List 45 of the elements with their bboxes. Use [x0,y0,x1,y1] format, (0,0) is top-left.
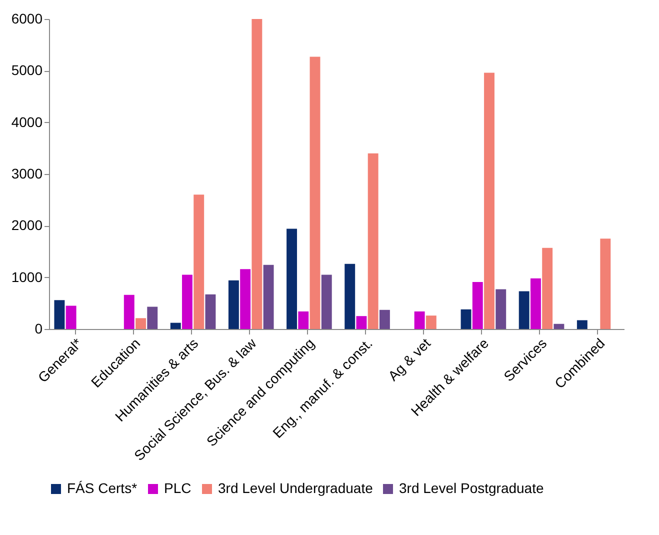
bar [205,294,216,329]
legend-label: FÁS Certs* [67,480,138,496]
bar [298,311,309,329]
bar [147,306,158,329]
bar [252,19,262,329]
legend-label: 3rd Level Postgraduate [399,480,544,496]
bar [496,289,506,329]
y-tick-label: 3000 [11,166,43,182]
bar [310,56,320,329]
bar [368,153,378,329]
bar [66,306,76,329]
bar [356,316,367,329]
bar [286,228,298,329]
bar [263,264,274,329]
y-tick-label: 5000 [11,62,43,78]
legend-label: PLC [164,480,192,496]
y-tick-label: 1000 [11,268,43,285]
bar [321,274,332,329]
bar [576,320,588,329]
bar [484,72,494,329]
bar [344,264,356,329]
bar [530,278,541,329]
y-tick-label: 6000 [11,10,43,26]
bar [472,282,483,329]
y-tick-label: 2000 [11,217,43,234]
bar [170,322,181,329]
bar [460,309,472,329]
bar [379,310,390,329]
bar [542,248,553,329]
legend-label: 3rd Level Undergraduate [218,480,374,496]
bar [240,269,251,329]
bar [194,194,204,329]
bar [136,318,146,329]
bar [426,316,436,329]
y-tick-label: 4000 [11,114,43,130]
bar [414,311,425,329]
bar [518,291,530,329]
bar [54,300,65,329]
x-tick-label: Ag & vet [384,335,434,384]
bar [554,324,564,329]
bar [182,274,192,329]
bar [228,280,239,329]
y-tick-label: 0 [34,320,43,336]
bar [124,294,134,329]
bar [600,238,611,329]
